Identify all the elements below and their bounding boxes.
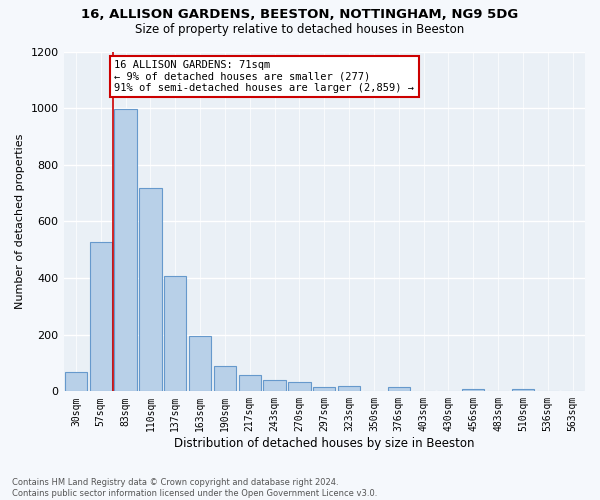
Bar: [115, 109, 137, 392]
Bar: [89, 242, 112, 392]
Bar: [139, 188, 161, 392]
Bar: [65, 372, 87, 392]
Bar: [189, 336, 211, 392]
Text: 16, ALLISON GARDENS, BEESTON, NOTTINGHAM, NG9 5DG: 16, ALLISON GARDENS, BEESTON, NOTTINGHAM…: [82, 8, 518, 20]
Bar: [288, 382, 311, 392]
Text: Size of property relative to detached houses in Beeston: Size of property relative to detached ho…: [136, 22, 464, 36]
Text: 16 ALLISON GARDENS: 71sqm
← 9% of detached houses are smaller (277)
91% of semi-: 16 ALLISON GARDENS: 71sqm ← 9% of detach…: [115, 60, 415, 93]
Text: Contains HM Land Registry data © Crown copyright and database right 2024.
Contai: Contains HM Land Registry data © Crown c…: [12, 478, 377, 498]
Bar: [388, 386, 410, 392]
Bar: [239, 375, 261, 392]
X-axis label: Distribution of detached houses by size in Beeston: Distribution of detached houses by size …: [174, 437, 475, 450]
Bar: [338, 386, 360, 392]
Bar: [462, 389, 484, 392]
Y-axis label: Number of detached properties: Number of detached properties: [15, 134, 25, 309]
Bar: [214, 366, 236, 392]
Bar: [313, 386, 335, 392]
Bar: [164, 276, 187, 392]
Bar: [512, 388, 534, 392]
Bar: [263, 380, 286, 392]
